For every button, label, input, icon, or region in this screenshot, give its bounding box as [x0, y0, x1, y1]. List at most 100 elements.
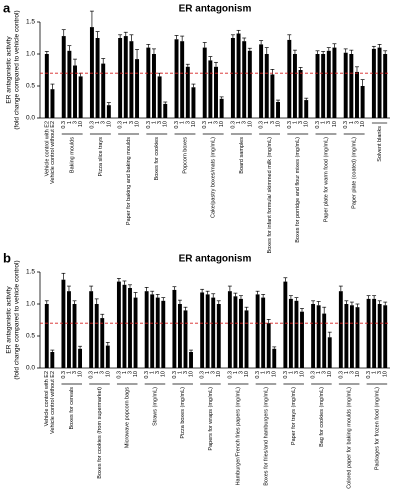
concentration-label: 0.3 — [227, 371, 233, 379]
concentration-label: 3 — [294, 371, 300, 374]
bar — [151, 54, 156, 118]
y-tick-label: 1.5 — [26, 19, 35, 26]
concentration-label: 1 — [123, 121, 129, 124]
concentration-label: 3 — [155, 371, 161, 374]
bar — [272, 348, 277, 368]
concentration-label: 0.3 — [146, 121, 152, 129]
bar — [304, 100, 309, 118]
bar — [105, 345, 110, 368]
concentration-label: 1 — [94, 371, 100, 374]
group-label: Boxes for cereals — [69, 387, 75, 430]
bar — [101, 63, 106, 118]
concentration-label: 1 — [151, 121, 157, 124]
concentration-label: 0.3 — [311, 371, 317, 379]
concentration-label: 0.3 — [89, 121, 95, 129]
bar — [219, 98, 224, 118]
concentration-label: 1 — [349, 121, 355, 124]
concentration-label: 1 — [180, 121, 186, 124]
concentration-label: 3 — [354, 121, 360, 124]
bar — [288, 298, 293, 368]
bar — [283, 281, 288, 368]
concentration-label: 10 — [78, 371, 84, 377]
concentration-label: 3 — [100, 371, 106, 374]
concentration-label: 0.3 — [200, 371, 206, 379]
group-label: Paper plate (coated) (mg/mL) — [352, 137, 358, 209]
concentration-label: 10 — [219, 121, 225, 127]
concentration-label: 1 — [321, 121, 327, 124]
bar — [377, 304, 382, 368]
bar — [146, 47, 151, 118]
bar — [94, 304, 99, 368]
bar — [316, 305, 321, 368]
bar — [155, 297, 160, 368]
concentration-label: 0.3 — [315, 121, 321, 129]
concentration-label: 3 — [127, 371, 133, 374]
bar — [78, 348, 83, 368]
bar — [377, 47, 382, 118]
concentration-label: 0.3 — [283, 371, 289, 379]
y-tick-label: 1.5 — [26, 269, 35, 276]
bar — [89, 27, 94, 118]
concentration-label: 3 — [377, 371, 383, 374]
bar — [177, 304, 182, 368]
bar — [180, 41, 185, 119]
concentration-label: 1 — [66, 371, 72, 374]
bar — [44, 54, 49, 118]
group-label: Popcorn boxes — [182, 137, 188, 174]
concentration-label: 10 — [163, 121, 169, 127]
bar — [247, 50, 252, 118]
concentration-label: 0.3 — [366, 371, 372, 379]
concentration-label: 10 — [247, 121, 253, 127]
concentration-label: 3 — [211, 371, 217, 374]
bar — [242, 41, 247, 119]
concentration-label: 10 — [332, 121, 338, 127]
bar — [122, 284, 127, 368]
bar — [233, 296, 238, 368]
concentration-label: 3 — [298, 121, 304, 124]
bar — [326, 50, 331, 118]
x-tick-label: Vehicle control without E2 — [50, 371, 56, 434]
concentration-label: 3 — [242, 121, 248, 124]
x-tick-label: Vehicle control with E2 — [44, 121, 50, 176]
concentration-label: 3 — [270, 121, 276, 124]
concentration-label: 3 — [349, 371, 355, 374]
bar — [366, 298, 371, 368]
bar — [266, 323, 271, 368]
bar — [321, 54, 326, 118]
concentration-label: 3 — [183, 371, 189, 374]
concentration-label: 10 — [161, 371, 167, 377]
bar — [311, 304, 316, 368]
bar — [322, 313, 327, 368]
bar — [371, 48, 376, 118]
concentration-label: 10 — [188, 371, 194, 377]
group-label: Paper plate for warm food (mg/mL) — [323, 137, 329, 222]
bar — [344, 304, 349, 368]
group-label: Colored paper for baking moulds (mg/mL) — [347, 387, 353, 489]
bar — [89, 291, 94, 368]
y-axis-label: (fold change compared to vehicle control… — [14, 10, 21, 129]
concentration-label: 0.3 — [116, 371, 122, 379]
bar — [44, 304, 49, 368]
bar — [185, 66, 190, 118]
x-tick-label: Vehicle control with E2 — [44, 371, 50, 426]
group-label: Boxes for porridge and flour mixes (mg/m… — [295, 137, 301, 243]
group-label: Board samples — [239, 137, 245, 174]
bar — [67, 291, 71, 368]
concentration-label: 1 — [233, 371, 239, 374]
group-label: Straws (mg/mL) — [152, 387, 158, 426]
group-label: Packages for frozen food (mg/mL) — [374, 387, 380, 470]
bar — [360, 86, 365, 118]
group-label: Solvent blanks — [377, 126, 383, 162]
bar — [230, 38, 235, 118]
x-tick-label: Vehicle control without E2 — [50, 121, 56, 184]
concentration-label: 0.3 — [202, 121, 208, 129]
group-label: Microwave popcorn bags — [125, 387, 131, 448]
concentration-label: 1 — [95, 121, 101, 124]
concentration-label: 0.3 — [118, 121, 124, 129]
bar — [255, 294, 260, 368]
y-tick-label: 0.0 — [26, 365, 35, 372]
bar — [144, 291, 149, 368]
concentration-label: 10 — [272, 371, 278, 377]
concentration-label: 10 — [191, 121, 197, 127]
